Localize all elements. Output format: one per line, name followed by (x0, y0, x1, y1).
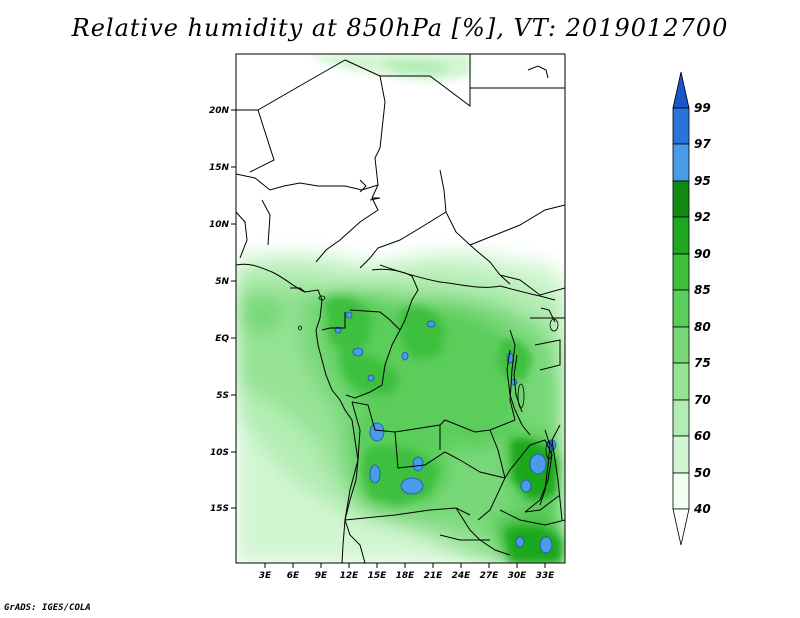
colorbar-top-arrow (672, 71, 690, 109)
colorbar-label-85: 85 (694, 283, 711, 297)
colorbar-label-50: 50 (694, 466, 711, 480)
colorbar-band-50-60 (672, 435, 690, 474)
colorbar-label-97: 97 (694, 137, 711, 151)
colorbar-label-95: 95 (694, 174, 711, 188)
lat-label-15s: 15S (210, 504, 229, 514)
lat-label-10s: 10S (210, 448, 229, 458)
lon-label-6e: 6E (287, 571, 300, 581)
saturation-pockets (334, 311, 557, 554)
colorbar-band-90-92 (672, 216, 690, 255)
lat-axis: 20N 15N 10N 5N EQ 5S 10S 15S (209, 106, 236, 514)
grads-credit: GrADS: IGES/COLA (4, 603, 91, 613)
lake-outlines (298, 295, 559, 460)
colorbar-band-80-85 (672, 289, 690, 328)
colorbar (672, 71, 690, 546)
colorbar-label-99: 99 (694, 101, 711, 115)
country-borders (236, 54, 565, 563)
lon-label-3e: 3E (259, 571, 272, 581)
colorbar-band-92-95 (672, 180, 690, 218)
colorbar-band-85-90 (672, 253, 690, 291)
lon-label-18e: 18E (396, 571, 416, 581)
lon-label-30e: 30E (508, 571, 528, 581)
lon-label-21e: 21E (424, 571, 444, 581)
colorbar-band-97-99 (672, 107, 690, 145)
colorbar-label-92: 92 (694, 210, 711, 224)
lat-label-5n: 5N (215, 277, 229, 287)
lat-label-20n: 20N (209, 106, 230, 116)
north-moisture (310, 54, 470, 81)
colorbar-band-40-50 (672, 472, 690, 510)
colorbar-band-60-70 (672, 399, 690, 437)
colorbar-label-80: 80 (694, 320, 711, 334)
colorbar-band-75-80 (672, 326, 690, 364)
lon-label-12e: 12E (340, 571, 360, 581)
colorbar-label-70: 70 (694, 393, 711, 407)
lon-label-15e: 15E (368, 571, 388, 581)
lon-label-27e: 27E (480, 571, 500, 581)
map-panel (236, 54, 565, 563)
lat-label-eq: EQ (215, 334, 229, 344)
colorbar-band-70-75 (672, 362, 690, 401)
lon-label-9e: 9E (315, 571, 328, 581)
lat-label-5s: 5S (216, 391, 229, 401)
colorbar-label-60: 60 (694, 429, 711, 443)
lon-label-33e: 33E (536, 571, 556, 581)
lat-label-15n: 15N (209, 163, 230, 173)
colorbar-label-40: 40 (693, 502, 711, 516)
lat-label-10n: 10N (209, 220, 230, 230)
colorbar-label-75: 75 (694, 356, 711, 370)
map-title: Relative humidity at 850hPa [%], VT: 201… (71, 14, 729, 42)
colorbar-labels: 99 97 95 92 90 85 80 75 70 60 50 40 (693, 101, 711, 516)
colorbar-bottom-arrow (672, 508, 690, 546)
lon-label-24e: 24E (452, 571, 472, 581)
humidity-field (236, 251, 565, 563)
colorbar-label-90: 90 (694, 247, 711, 261)
map-frame (235, 53, 566, 564)
lon-axis: 3E 6E 9E 12E 15E 18E 21E 24E 27E 30E 33E (259, 563, 555, 581)
colorbar-band-95-97 (672, 143, 690, 182)
